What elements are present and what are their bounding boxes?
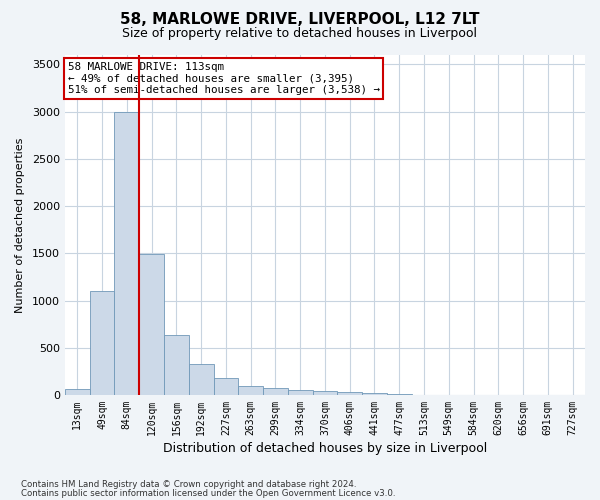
Text: Contains HM Land Registry data © Crown copyright and database right 2024.: Contains HM Land Registry data © Crown c… xyxy=(21,480,356,489)
Bar xyxy=(263,388,288,395)
Y-axis label: Number of detached properties: Number of detached properties xyxy=(15,138,25,312)
Bar xyxy=(238,386,263,395)
Text: 58 MARLOWE DRIVE: 113sqm
← 49% of detached houses are smaller (3,395)
51% of sem: 58 MARLOWE DRIVE: 113sqm ← 49% of detach… xyxy=(68,62,380,95)
Bar xyxy=(115,112,139,395)
Bar xyxy=(65,390,89,395)
X-axis label: Distribution of detached houses by size in Liverpool: Distribution of detached houses by size … xyxy=(163,442,487,455)
Bar xyxy=(214,378,238,395)
Bar xyxy=(189,364,214,395)
Bar xyxy=(139,254,164,395)
Text: Contains public sector information licensed under the Open Government Licence v3: Contains public sector information licen… xyxy=(21,488,395,498)
Bar xyxy=(288,390,313,395)
Bar xyxy=(362,393,387,395)
Text: 58, MARLOWE DRIVE, LIVERPOOL, L12 7LT: 58, MARLOWE DRIVE, LIVERPOOL, L12 7LT xyxy=(120,12,480,28)
Bar xyxy=(89,291,115,395)
Text: Size of property relative to detached houses in Liverpool: Size of property relative to detached ho… xyxy=(122,28,478,40)
Bar xyxy=(337,392,362,395)
Bar xyxy=(313,391,337,395)
Bar xyxy=(164,334,189,395)
